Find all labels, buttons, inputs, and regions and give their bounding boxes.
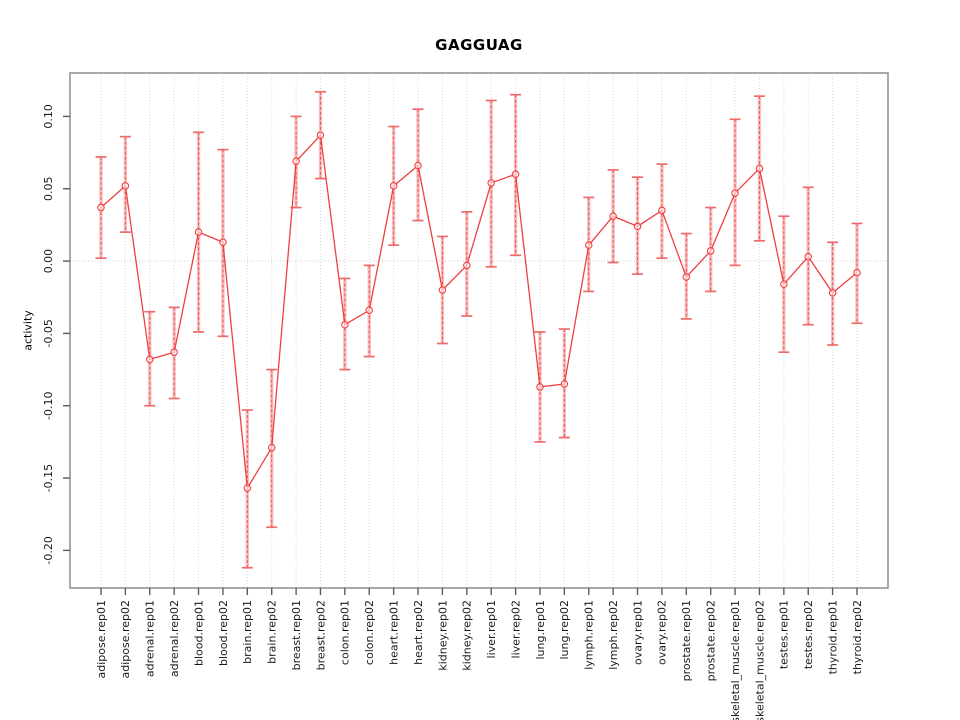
x-tick-label: brain.rep02: [266, 600, 279, 664]
data-point: [365, 306, 374, 314]
data-point: [853, 268, 861, 277]
data-point: [194, 228, 203, 236]
x-tick-label: ovary.rep01: [631, 600, 644, 665]
x-tick-label: liver.rep02: [509, 600, 522, 658]
data-point: [438, 286, 447, 294]
y-tick-label: 0.00: [42, 249, 55, 274]
x-tick-label: lymph.rep01: [583, 600, 596, 670]
x-tick-label: skeletal_muscle.rep02: [753, 600, 766, 720]
data-point: [219, 238, 227, 247]
data-point: [658, 206, 666, 215]
data-point: [316, 131, 325, 139]
x-tick-label: lung.rep01: [534, 600, 547, 660]
x-tick-label: testes.rep01: [778, 600, 791, 669]
data-point: [511, 170, 520, 179]
y-tick-label: -0.15: [42, 464, 55, 492]
x-tick-label: liver.rep01: [485, 600, 498, 658]
data-point: [414, 161, 422, 170]
x-tick-label: lymph.rep02: [607, 600, 620, 670]
x-tick-label: thyroid.rep02: [851, 600, 864, 674]
x-tick-label: heart.rep01: [387, 600, 400, 665]
x-tick-label: ovary.rep02: [656, 600, 669, 665]
data-point: [731, 189, 739, 197]
data-point: [804, 252, 812, 261]
x-tick-label: lung.rep02: [558, 600, 571, 660]
plot-frame: [69, 72, 889, 589]
data-point: [706, 247, 715, 255]
x-tick-label: kidney.rep01: [436, 600, 449, 671]
y-tick-label: 0.10: [42, 104, 55, 129]
x-tick-label: blood.rep01: [192, 600, 205, 666]
data-point: [341, 320, 349, 329]
data-point: [121, 182, 130, 190]
y-tick-label: -0.10: [42, 391, 55, 419]
data-point: [609, 212, 617, 220]
x-tick-label: colon.rep02: [363, 600, 376, 665]
data-point: [633, 222, 642, 231]
x-tick-label: brain.rep01: [241, 600, 254, 664]
x-tick-label: testes.rep02: [802, 600, 815, 669]
x-tick-label: skeletal_muscle.rep01: [729, 600, 742, 720]
data-point: [755, 164, 764, 173]
y-tick-label: -0.05: [42, 319, 55, 347]
data-point: [389, 182, 398, 190]
chart-title: GAGGUAG: [435, 36, 523, 54]
y-tick-label: 0.05: [42, 176, 55, 201]
x-tick-label: adipose.rep02: [119, 600, 132, 679]
x-tick-label: heart.rep02: [412, 600, 425, 665]
data-point: [170, 348, 178, 356]
data-point: [584, 241, 593, 249]
data-point: [536, 383, 544, 391]
data-point: [463, 261, 471, 270]
x-tick-label: kidney.rep02: [461, 600, 474, 671]
data-point: [487, 179, 495, 187]
data-point: [243, 484, 252, 492]
x-tick-label: prostate.rep02: [705, 600, 718, 681]
x-tick-label: adipose.rep01: [95, 600, 108, 679]
data-point: [828, 289, 837, 297]
x-tick-label: colon.rep01: [339, 600, 352, 665]
data-point: [97, 203, 105, 212]
data-point: [682, 273, 691, 281]
data-point: [780, 280, 788, 288]
data-point: [560, 380, 569, 388]
x-tick-label: thyroid.rep01: [826, 600, 839, 674]
data-point: [146, 355, 154, 364]
data-point: [292, 157, 300, 165]
x-tick-label: prostate.rep01: [680, 600, 693, 681]
x-tick-label: breast.rep02: [314, 600, 327, 670]
x-tick-label: adrenal.rep01: [144, 600, 157, 677]
x-tick-label: blood.rep02: [217, 600, 230, 666]
x-tick-label: breast.rep01: [290, 600, 303, 670]
y-tick-label: -0.20: [42, 536, 55, 564]
series-line: [100, 133, 858, 491]
x-tick-label: adrenal.rep02: [168, 600, 181, 677]
data-point: [267, 443, 276, 452]
